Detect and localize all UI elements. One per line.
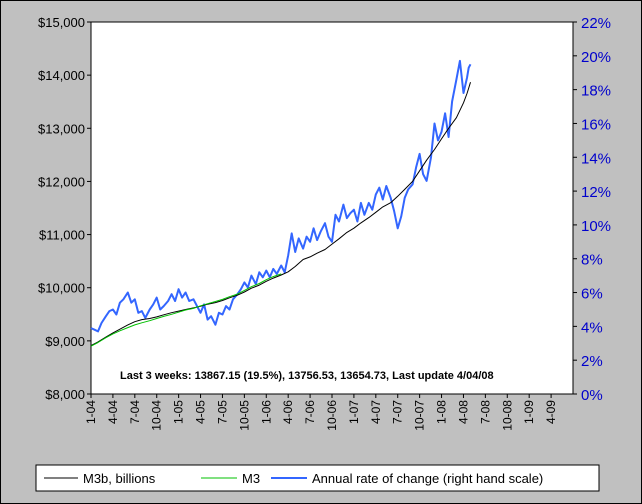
x-tick-label: 4-09 — [544, 400, 558, 424]
x-tick-label: 7-05 — [215, 400, 229, 424]
legend-label-m3: M3 — [242, 471, 260, 486]
x-tick-label: 10-06 — [325, 400, 339, 431]
x-tick-label: 1-08 — [435, 400, 449, 424]
left-axis: $8,000 $9,000 $10,000 $11,000 $12,000 $13,000… — [38, 15, 91, 402]
x-tick-label: 10-05 — [237, 400, 251, 431]
x-tick-label: 7-06 — [303, 400, 317, 424]
series-line-m3 — [90, 273, 282, 347]
x-tick-label: 4-08 — [456, 400, 470, 424]
legend-label-rate: Annual rate of change (right hand scale) — [312, 471, 543, 486]
series-line-m3b — [90, 82, 471, 347]
x-tick-label: 10-08 — [500, 400, 514, 431]
x-tick-label: 10-07 — [413, 400, 427, 431]
right-tick-label: 16% — [581, 116, 611, 133]
right-tick-label: 14% — [581, 150, 611, 167]
x-tick-label: 1-07 — [347, 400, 361, 424]
right-tick-label: 10% — [581, 218, 611, 235]
right-tick-label: 2% — [581, 353, 603, 370]
left-tick-label: $14,000 — [38, 68, 85, 83]
legend: M3b, billions M3 Annual rate of change (… — [35, 464, 600, 492]
x-tick-label: 4-06 — [281, 400, 295, 424]
series-layer — [90, 59, 472, 347]
x-tick-label: 4-07 — [369, 400, 383, 424]
right-tick-label: 0% — [581, 387, 603, 404]
x-tick-label: 7-07 — [391, 400, 405, 424]
right-axis: 0% 2% 4% 6% 8% 10% 12% 14% 16% 18% 20% 22% — [573, 15, 611, 404]
x-tick-label: 1-05 — [172, 400, 186, 424]
x-tick-label: 1-06 — [259, 400, 273, 424]
left-tick-label: $15,000 — [38, 15, 85, 30]
x-tick-label: 7-04 — [128, 400, 142, 424]
x-tick-label: 10-04 — [150, 400, 164, 431]
x-tick-label: 1-04 — [84, 400, 98, 424]
left-tick-label: $11,000 — [39, 228, 85, 243]
legend-label-m3b: M3b, billions — [83, 471, 156, 486]
right-tick-label: 22% — [581, 15, 611, 32]
x-tick-label: 7-08 — [478, 400, 492, 424]
right-tick-label: 8% — [581, 252, 603, 269]
chart-annotation: Last 3 weeks: 13867.15 (19.5%), 13756.53… — [120, 370, 494, 382]
right-tick-label: 6% — [581, 286, 603, 303]
x-tick-label: 1-09 — [522, 400, 536, 424]
right-tick-label: 12% — [581, 184, 611, 201]
x-tick-label: 4-04 — [106, 400, 120, 424]
x-tick-label: 4-05 — [194, 400, 208, 424]
right-tick-label: 20% — [581, 49, 611, 66]
plot-area — [90, 21, 574, 395]
left-tick-label: $9,000 — [45, 334, 85, 349]
left-tick-label: $8,000 — [45, 387, 85, 402]
series-line-rate — [90, 59, 472, 333]
right-tick-label: 18% — [581, 83, 611, 100]
left-tick-label: $13,000 — [38, 121, 85, 136]
x-axis: 1-04 4-04 7-04 10-04 1-05 4-05 7-05 10-05 1-06 4-… — [84, 394, 558, 431]
right-tick-label: 4% — [581, 319, 603, 336]
legend-box — [35, 464, 600, 492]
left-tick-label: $12,000 — [38, 174, 85, 189]
left-tick-label: $10,000 — [38, 281, 85, 296]
